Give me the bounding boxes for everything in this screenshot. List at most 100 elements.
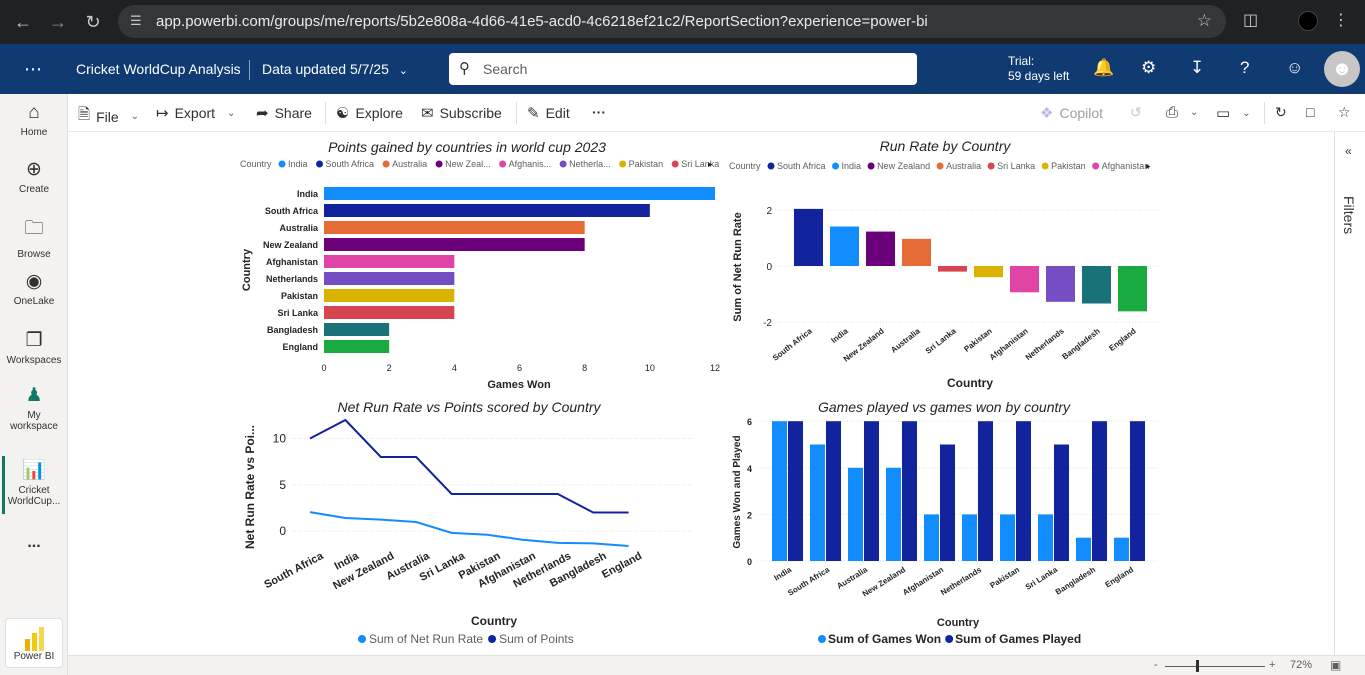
fit-to-page-icon[interactable]: ▣ (1330, 658, 1342, 672)
series-line[interactable] (309, 418, 629, 514)
legend-next-arrow-icon[interactable]: ▸ (708, 159, 713, 169)
legend-entry[interactable]: South Africa (777, 161, 826, 171)
extensions-icon[interactable]: ◫ (1243, 12, 1259, 29)
bar[interactable] (794, 208, 823, 266)
chart-nrr-vs-points[interactable]: Net Run Rate vs Points scored by Country… (243, 399, 694, 646)
bar[interactable] (1130, 421, 1145, 561)
bar[interactable] (974, 266, 1003, 278)
app-launcher-icon[interactable]: ⋯ (24, 59, 42, 79)
more-options-icon[interactable]: ··· (592, 104, 606, 120)
legend-entry[interactable]: Afghanis... (509, 159, 552, 169)
legend-entry[interactable]: India (288, 159, 308, 169)
bar[interactable] (940, 444, 955, 562)
nav-cricket-report[interactable]: 📊 Cricket WorldCup... (0, 458, 68, 507)
legend-entry[interactable]: Sum of Games Played (955, 632, 1081, 646)
nav-more[interactable]: ... (27, 534, 41, 551)
bar[interactable] (1000, 514, 1015, 561)
legend-entry[interactable]: New Zealand (877, 161, 930, 171)
view-menu[interactable]: ▭ ⌄ (1216, 104, 1251, 122)
bar[interactable] (324, 340, 390, 353)
favorite-star-icon[interactable]: ☆ (1338, 104, 1351, 120)
bar[interactable] (924, 514, 939, 561)
bar[interactable] (1118, 266, 1147, 312)
forward-icon[interactable]: → (49, 11, 67, 32)
bar[interactable] (324, 323, 390, 336)
bar[interactable] (866, 231, 895, 266)
legend-entry[interactable]: Sum of Games Won (828, 632, 941, 646)
download-icon[interactable]: ↧ (1190, 58, 1205, 77)
bar[interactable] (962, 514, 977, 561)
chart-run-rate[interactable]: Run Rate by Country Country South Africa I… (729, 138, 1162, 390)
copilot-button[interactable]: ❖ Copilot (1040, 104, 1103, 122)
comment-icon[interactable]: □ (1306, 104, 1315, 120)
share-button[interactable]: ➦ Share (256, 104, 312, 122)
bar[interactable] (1082, 266, 1111, 304)
bar[interactable] (1016, 421, 1031, 561)
notifications-bell-icon[interactable]: 🔔 (1093, 58, 1115, 77)
bar[interactable] (1092, 421, 1107, 561)
bar[interactable] (324, 289, 455, 302)
browser-menu-icon[interactable]: ⋮ (1333, 12, 1349, 29)
file-menu[interactable]: 🗎 File ⌄ (78, 104, 139, 129)
bar[interactable] (1054, 444, 1069, 562)
back-icon[interactable]: ← (14, 11, 32, 32)
bar[interactable] (810, 444, 825, 562)
undo-icon[interactable]: ↺ (1130, 104, 1142, 120)
subscribe-button[interactable]: ✉ Subscribe (421, 104, 502, 122)
bar[interactable] (978, 421, 993, 561)
browser-profile-avatar[interactable] (1298, 11, 1318, 31)
bar[interactable] (324, 204, 650, 217)
refresh-icon[interactable]: ↻ (1275, 104, 1287, 120)
bar[interactable] (1076, 537, 1091, 561)
site-settings-icon[interactable]: ☰ (130, 13, 142, 28)
legend-entry[interactable]: Pakistan (1051, 161, 1086, 171)
reload-icon[interactable]: ↻ (85, 11, 101, 32)
bar[interactable] (772, 421, 787, 561)
settings-gear-icon[interactable]: ⚙ (1141, 58, 1157, 77)
bar[interactable] (902, 238, 931, 266)
search-input[interactable]: ⚲ Search (449, 53, 917, 85)
nav-onelake[interactable]: ◉ OneLake (0, 270, 68, 307)
bar[interactable] (324, 272, 455, 285)
chart2-legend[interactable]: Country South Africa India New Zealand Austr… (729, 161, 1151, 171)
chart4-legend[interactable]: Sum of Games Won Sum of Games Played (818, 632, 1081, 646)
edit-button[interactable]: ✎ Edit (527, 104, 570, 122)
bar[interactable] (886, 467, 901, 561)
chart-games-played-vs-won[interactable]: Games played vs games won by country 6 4 2… (732, 399, 1157, 646)
zoom-slider-thumb[interactable] (1196, 660, 1199, 672)
bar[interactable] (830, 226, 859, 266)
legend-entry[interactable]: South Africa (326, 159, 375, 169)
nav-create[interactable]: ⊕ Create (0, 158, 68, 195)
legend-entry[interactable]: India (842, 161, 862, 171)
legend-entry[interactable]: Australia (392, 159, 427, 169)
data-updated-dropdown[interactable]: Data updated 5/7/25 ⌄ (262, 61, 408, 77)
zoom-slider[interactable] (1165, 666, 1265, 667)
address-bar[interactable]: ☰ app.powerbi.com/groups/me/reports/5b2e… (118, 5, 1226, 38)
user-avatar[interactable]: ☻ (1324, 51, 1360, 87)
bar[interactable] (324, 221, 585, 234)
chart1-legend[interactable]: Country India South Africa Australia New Zea… (240, 159, 719, 169)
bar[interactable] (902, 421, 917, 561)
nav-workspaces[interactable]: ❐ Workspaces (0, 329, 68, 366)
bar[interactable] (1038, 514, 1053, 561)
legend-entry[interactable]: Sum of Net Run Rate (369, 632, 483, 646)
bar[interactable] (826, 421, 841, 561)
legend-entry[interactable]: New Zeal... (445, 159, 491, 169)
zoom-out-button[interactable]: - (1154, 659, 1158, 671)
bookmark-star-icon[interactable]: ☆ (1196, 11, 1212, 30)
help-icon[interactable]: ? (1240, 58, 1250, 77)
bar[interactable] (788, 421, 803, 561)
chart-points-gained[interactable]: Points gained by countries in world cup … (240, 139, 720, 391)
export-menu[interactable]: ↦ Export ⌄ (156, 104, 235, 122)
legend-entry[interactable]: Australia (946, 161, 981, 171)
feedback-icon[interactable]: ☺ (1286, 58, 1304, 77)
legend-next-arrow-icon[interactable]: ▸ (1146, 161, 1151, 171)
bar[interactable] (324, 187, 715, 200)
legend-entry[interactable]: Sri Lanka (997, 161, 1035, 171)
series-line[interactable] (309, 511, 629, 547)
bar[interactable] (324, 255, 455, 268)
bar[interactable] (1046, 266, 1075, 302)
legend-entry[interactable]: Sri Lanka (681, 159, 719, 169)
bar[interactable] (864, 421, 879, 561)
bar[interactable] (324, 238, 585, 251)
